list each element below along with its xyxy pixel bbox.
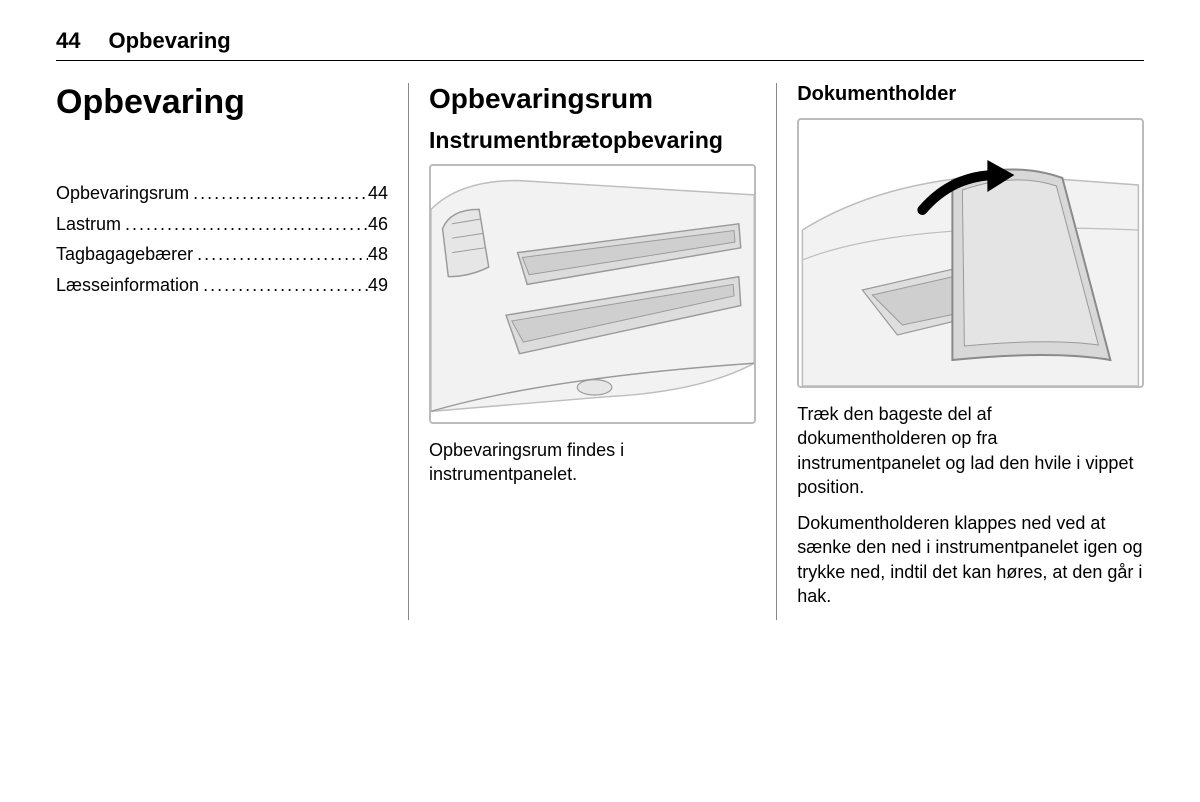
toc-row: Tagbagagebærer 48 (56, 239, 388, 270)
toc-page: 49 (368, 270, 388, 301)
toc: Opbevaringsrum 44 Lastrum 46 Tagbagagebæ… (56, 178, 388, 300)
toc-label: Læsseinformation (56, 270, 199, 301)
column-1: Opbevaring Opbevaringsrum 44 Lastrum 46 … (56, 83, 408, 620)
toc-dots (193, 239, 368, 270)
subsection-heading: Instrumentbrætopbevaring (429, 127, 756, 154)
section-heading: Opbevaringsrum (429, 83, 756, 115)
subsection-heading: Dokumentholder (797, 83, 1144, 106)
toc-row: Læsseinformation 49 (56, 270, 388, 301)
toc-page: 48 (368, 239, 388, 270)
toc-row: Lastrum 46 (56, 209, 388, 240)
toc-page: 46 (368, 209, 388, 240)
columns: Opbevaring Opbevaringsrum 44 Lastrum 46 … (56, 83, 1144, 620)
toc-dots (121, 209, 368, 240)
toc-dots (199, 270, 368, 301)
column-2: Opbevaringsrum Instrumentbrætopbevaring (408, 83, 776, 620)
column-3: Dokumentholder Træk (776, 83, 1144, 620)
page-header: 44 Opbevaring (56, 28, 1144, 54)
figure-caption: Opbevaringsrum findes i instrumentpanele… (429, 438, 756, 487)
figure-dashboard-storage (429, 164, 756, 424)
paragraph: Dokumentholderen klappes ned ved at sænk… (797, 511, 1144, 608)
toc-dots (189, 178, 368, 209)
figure-document-holder (797, 118, 1144, 388)
header-rule (56, 60, 1144, 61)
chapter-title: Opbevaring (56, 83, 388, 122)
running-title: Opbevaring (108, 28, 230, 54)
page: 44 Opbevaring Opbevaring Opbevaringsrum … (0, 0, 1200, 620)
paragraph: Træk den bageste del af dokumentholderen… (797, 402, 1144, 499)
page-number: 44 (56, 28, 80, 54)
toc-page: 44 (368, 178, 388, 209)
toc-label: Tagbagagebærer (56, 239, 193, 270)
toc-label: Lastrum (56, 209, 121, 240)
toc-label: Opbevaringsrum (56, 178, 189, 209)
toc-row: Opbevaringsrum 44 (56, 178, 388, 209)
